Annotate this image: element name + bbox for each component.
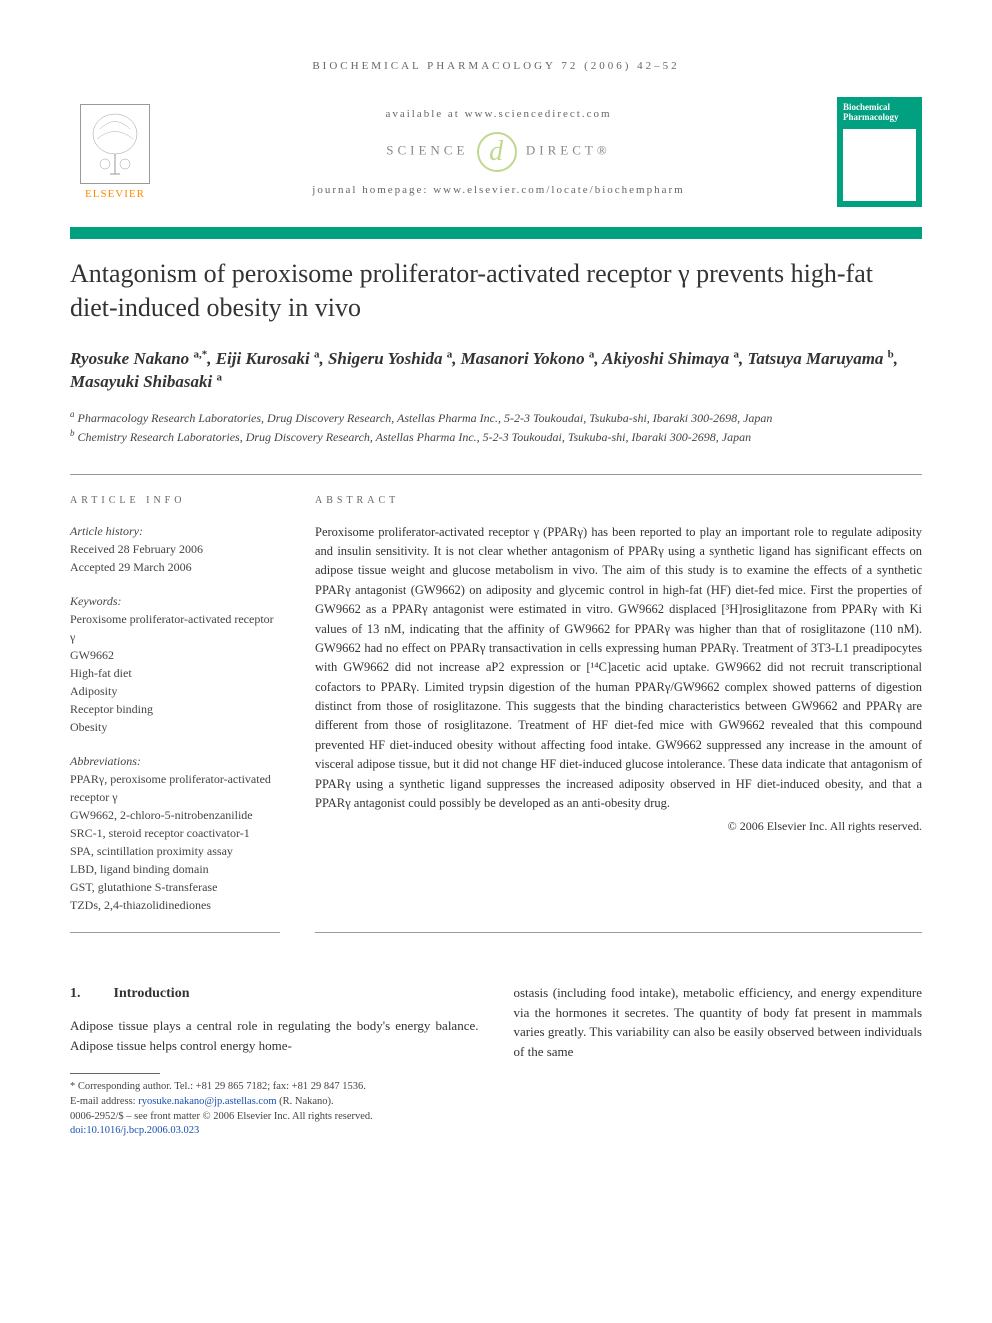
keyword-item: Receptor binding	[70, 700, 280, 718]
email-link[interactable]: ryosuke.nakano@jp.astellas.com	[138, 1096, 276, 1107]
elsevier-label: ELSEVIER	[85, 188, 145, 200]
abbreviation-item: TZDs, 2,4-thiazolidinediones	[70, 896, 280, 914]
keyword-item: GW9662	[70, 646, 280, 664]
abbreviations-label: Abbreviations:	[70, 752, 280, 770]
article-title: Antagonism of peroxisome proliferator-ac…	[70, 257, 922, 325]
abbreviation-item: GST, glutathione S-transferase	[70, 878, 280, 896]
journal-cover-image	[843, 129, 916, 201]
keywords-list: Peroxisome proliferator-activated recept…	[70, 610, 280, 736]
abbreviation-item: LBD, ligand binding domain	[70, 860, 280, 878]
issn-line: 0006-2952/$ – see front matter © 2006 El…	[70, 1110, 479, 1125]
received-date: Received 28 February 2006	[70, 540, 280, 558]
keywords-label: Keywords:	[70, 592, 280, 610]
running-head: BIOCHEMICAL PHARMACOLOGY 72 (2006) 42–52	[70, 60, 922, 72]
sciencedirect-logo: SCIENCE d DIRECT®	[185, 132, 812, 172]
journal-cover-title: Biochemical Pharmacology	[843, 103, 916, 123]
available-at: available at www.sciencedirect.com	[185, 108, 812, 120]
keyword-item: High-fat diet	[70, 664, 280, 682]
article-info: ARTICLE INFO Article history: Received 2…	[70, 493, 280, 933]
journal-homepage: journal homepage: www.elsevier.com/locat…	[185, 184, 812, 196]
abstract-heading: ABSTRACT	[315, 493, 922, 509]
title-bar	[70, 227, 922, 239]
abbreviations-list: PPARγ, peroxisome proliferator-activated…	[70, 770, 280, 914]
accepted-date: Accepted 29 March 2006	[70, 558, 280, 576]
elsevier-tree-icon	[80, 104, 150, 184]
keyword-item: Obesity	[70, 718, 280, 736]
footnotes: * Corresponding author. Tel.: +81 29 865…	[70, 1080, 479, 1139]
article-info-heading: ARTICLE INFO	[70, 493, 280, 508]
abstract: ABSTRACT Peroxisome proliferator-activat…	[315, 493, 922, 933]
intro-para-right: ostasis (including food intake), metabol…	[514, 983, 923, 1061]
journal-cover: Biochemical Pharmacology	[837, 97, 922, 207]
body-column-left: 1. Introduction Adipose tissue plays a c…	[70, 983, 479, 1139]
keyword-item: Adiposity	[70, 682, 280, 700]
abbreviation-item: GW9662, 2-chloro-5-nitrobenzanilide	[70, 806, 280, 824]
keyword-item: Peroxisome proliferator-activated recept…	[70, 610, 280, 646]
email-label: E-mail address:	[70, 1096, 138, 1107]
section-heading: 1. Introduction	[70, 983, 479, 1004]
footnote-rule	[70, 1073, 160, 1074]
masthead: ELSEVIER available at www.sciencedirect.…	[70, 97, 922, 207]
doi-link[interactable]: doi:10.1016/j.bcp.2006.03.023	[70, 1125, 199, 1136]
corresponding-author: * Corresponding author. Tel.: +81 29 865…	[70, 1080, 479, 1095]
abbreviation-item: SPA, scintillation proximity assay	[70, 842, 280, 860]
abstract-text: Peroxisome proliferator-activated recept…	[315, 523, 922, 814]
at-icon: d	[477, 132, 517, 172]
copyright: © 2006 Elsevier Inc. All rights reserved…	[315, 817, 922, 836]
affiliations: a Pharmacology Research Laboratories, Dr…	[70, 408, 922, 446]
body-column-right: ostasis (including food intake), metabol…	[514, 983, 923, 1139]
elsevier-logo: ELSEVIER	[70, 104, 160, 200]
abbreviation-item: PPARγ, peroxisome proliferator-activated…	[70, 770, 280, 806]
history-label: Article history:	[70, 522, 280, 540]
intro-para-left: Adipose tissue plays a central role in r…	[70, 1016, 479, 1055]
authors: Ryosuke Nakano a,*, Eiji Kurosaki a, Shi…	[70, 347, 922, 395]
abbreviation-item: SRC-1, steroid receptor coactivator-1	[70, 824, 280, 842]
